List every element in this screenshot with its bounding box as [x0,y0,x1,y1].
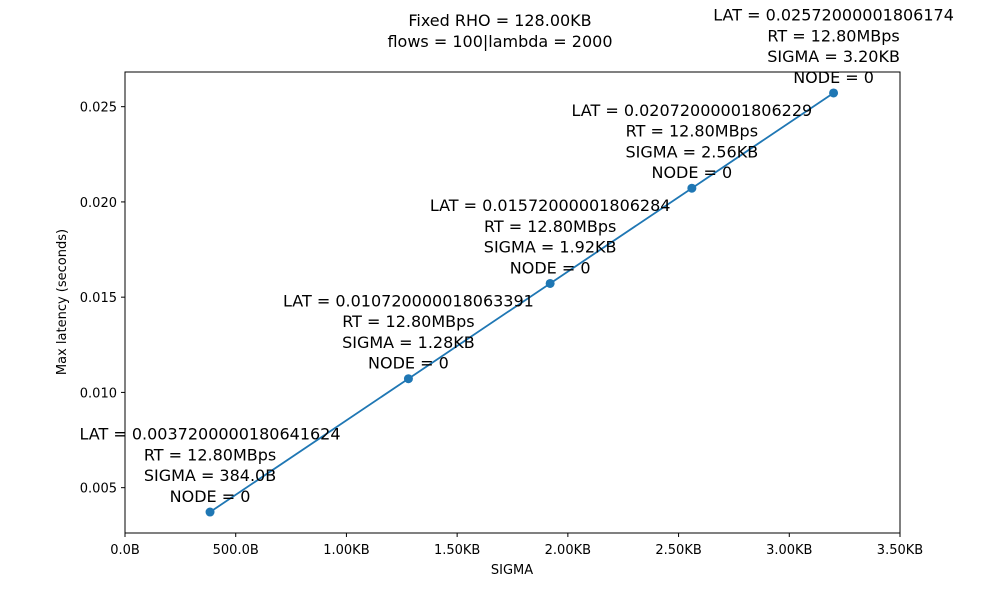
annotation-line: NODE = 0 [651,163,732,182]
annotation-line: LAT = 0.010720000018063391 [283,291,534,310]
x-tick-label: 3.00KB [766,543,812,558]
x-tick-label: 0.0B [110,543,140,558]
y-tick-label: 0.005 [80,482,117,497]
point [829,88,839,98]
annotation-line: LAT = 0.02572000001806174 [713,6,954,25]
annotation-line: NODE = 0 [170,487,251,506]
annotation-line: LAT = 0.0037200000180641624 [80,425,341,444]
point [403,374,413,384]
x-tick-label: 1.00KB [323,543,369,558]
y-tick-label: 0.025 [80,101,117,116]
annotation-line: SIGMA = 384.0B [144,466,276,485]
annotation-line: RT = 12.80MBps [484,217,616,236]
point [687,183,697,193]
chart-subtitle: flows = 100|lambda = 2000 [387,32,612,51]
annotation-line: NODE = 0 [793,68,874,87]
annotation-line: SIGMA = 3.20KB [767,47,900,66]
point [545,278,555,288]
annotation-line: NODE = 0 [510,258,591,277]
annotation-line: SIGMA = 1.92KB [484,238,617,257]
annotation-line: RT = 12.80MBps [144,445,276,464]
annotation-line: LAT = 0.01572000001806284 [430,196,671,215]
y-tick-label: 0.010 [80,386,117,401]
plot-frame [124,71,901,534]
x-tick-label: 2.50KB [655,543,701,558]
point [205,507,215,517]
x-axis-label: SIGMA [491,563,533,578]
x-tick-label: 2.00KB [545,543,591,558]
annotation-line: NODE = 0 [368,354,449,373]
annotation-line: SIGMA = 2.56KB [626,142,759,161]
annotation-line: RT = 12.80MBps [767,26,899,45]
x-tick-label: 1.50KB [434,543,480,558]
x-tick-label: 500.0B [213,543,259,558]
y-tick-label: 0.020 [80,196,117,211]
x-tick-label: 3.50KB [877,543,923,558]
chart-title: Fixed RHO = 128.00KB [408,11,591,30]
annotation-line: RT = 12.80MBps [342,312,474,331]
annotation-line: SIGMA = 1.28KB [342,333,475,352]
y-tick-label: 0.015 [80,291,117,306]
y-axis-label: Max latency (seconds) [55,229,70,375]
annotation-line: LAT = 0.02072000001806229 [572,101,813,120]
annotation-line: RT = 12.80MBps [626,122,758,141]
